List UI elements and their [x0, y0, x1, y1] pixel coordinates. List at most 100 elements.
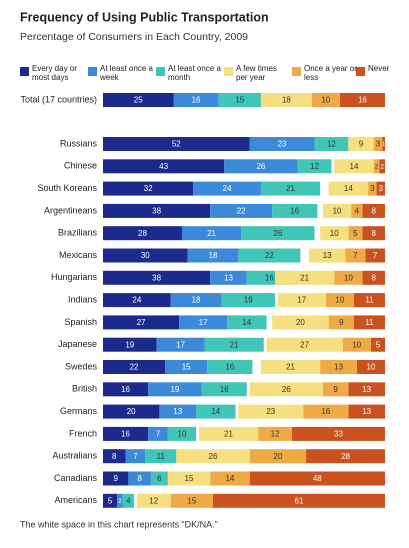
value-label: 23: [266, 407, 275, 416]
value-label: 14: [211, 407, 220, 416]
legend-label-box: At least once a month: [168, 64, 221, 82]
value-label: 22: [237, 207, 246, 216]
value-label: 8: [371, 229, 376, 238]
chart-subtitle: Percentage of Consumers in Each Country,…: [20, 31, 248, 43]
legend-label: Never: [368, 64, 390, 73]
value-label: 8: [371, 207, 376, 216]
value-label: 16: [121, 430, 130, 439]
value-label: 23: [278, 140, 287, 149]
value-label: 3: [379, 184, 384, 193]
bar-segment: [103, 449, 126, 464]
bar-segment: [170, 293, 222, 308]
bar-segment: [322, 382, 349, 397]
category-label: Australians: [52, 451, 97, 461]
bar-segment: [224, 159, 298, 174]
value-label: 17: [176, 340, 185, 349]
value-label: 17: [199, 318, 208, 327]
bar-segment: [266, 337, 343, 352]
bar-segment: [320, 360, 357, 374]
bar-segment: [348, 226, 363, 241]
category-label: Chinese: [64, 161, 97, 171]
category-label: French: [69, 428, 97, 438]
value-label: 13: [362, 385, 371, 394]
bar-segment: [148, 426, 168, 441]
value-label: 7: [353, 251, 358, 260]
bar-segment: [103, 493, 118, 508]
bar-segment: [103, 270, 211, 285]
bar-segment: [167, 426, 197, 441]
value-label: 17: [297, 296, 306, 305]
value-label: 19: [244, 296, 253, 305]
value-label: 24: [223, 184, 232, 193]
bar-segment: [260, 181, 321, 196]
bar-segment: [103, 137, 250, 151]
value-label: 2: [380, 164, 384, 171]
value-label: 18: [282, 96, 291, 105]
bar-segment: [328, 181, 369, 196]
category-label: Spanish: [64, 317, 97, 327]
value-label: 21: [300, 273, 309, 282]
bar-segment: [103, 404, 160, 419]
category-label: British: [72, 384, 97, 394]
bar-segment: [303, 404, 349, 419]
value-label: 2: [375, 164, 379, 171]
value-label: 26: [256, 162, 265, 171]
value-label: 5: [376, 340, 381, 349]
legend-swatch: [88, 67, 97, 76]
bar-segment: [210, 203, 273, 218]
value-label: 9: [113, 474, 118, 483]
value-label: 30: [141, 251, 150, 260]
category-label: Russians: [60, 138, 98, 148]
bar-segment: [328, 315, 354, 330]
value-label: 10: [330, 229, 339, 238]
category-label: Americans: [54, 495, 97, 505]
value-label: 9: [333, 385, 338, 394]
value-label: 26: [209, 452, 218, 461]
bar-segment: [382, 137, 385, 151]
category-label: Hungarians: [51, 272, 98, 282]
value-label: 48: [313, 474, 322, 483]
bar-segment: [348, 404, 385, 419]
bar-segment: [342, 337, 371, 352]
value-label: 5: [353, 229, 358, 238]
bar-segment: [249, 471, 385, 486]
bar-segment: [167, 471, 211, 486]
category-label: Japanese: [58, 339, 97, 349]
value-label: 11: [157, 452, 166, 461]
bar-segment: [272, 315, 329, 330]
bar-segment: [210, 471, 250, 486]
bar-segment: [103, 226, 182, 241]
legend-label: Once a year or less: [304, 64, 357, 82]
value-label: 13: [362, 407, 371, 416]
legend-label: At least once a month: [168, 64, 221, 82]
bar-segment: [204, 337, 264, 352]
footnote: The white space in this chart represents…: [20, 519, 218, 529]
value-label: 2: [118, 498, 122, 505]
value-label: 8: [371, 273, 376, 282]
category-label: Indians: [68, 294, 98, 304]
bar-segment: [345, 248, 366, 263]
legend-label: Every day or most days: [32, 64, 77, 82]
bar-segment: [311, 93, 340, 107]
bar-segment: [103, 337, 157, 352]
bar-segment: [210, 270, 247, 285]
category-label: Brazilians: [58, 228, 98, 238]
category-label: Swedes: [65, 361, 98, 371]
bar-segment: [260, 93, 312, 107]
bar-segment: [373, 137, 383, 151]
value-label: 16: [121, 385, 130, 394]
value-label: 22: [130, 363, 139, 372]
bar-segment: [353, 315, 385, 330]
value-label: 21: [286, 184, 295, 193]
value-label: 12: [149, 496, 158, 505]
bar-segment: [136, 493, 171, 508]
value-label: 18: [192, 296, 201, 305]
bar-segment: [275, 270, 335, 285]
bar-segment: [193, 181, 261, 196]
bar-segment: [348, 382, 385, 397]
value-label: 14: [242, 318, 251, 327]
value-label: 9: [359, 140, 364, 149]
value-label: 10: [178, 430, 187, 439]
value-label: 8: [112, 452, 117, 461]
bar-segment: [173, 93, 219, 107]
